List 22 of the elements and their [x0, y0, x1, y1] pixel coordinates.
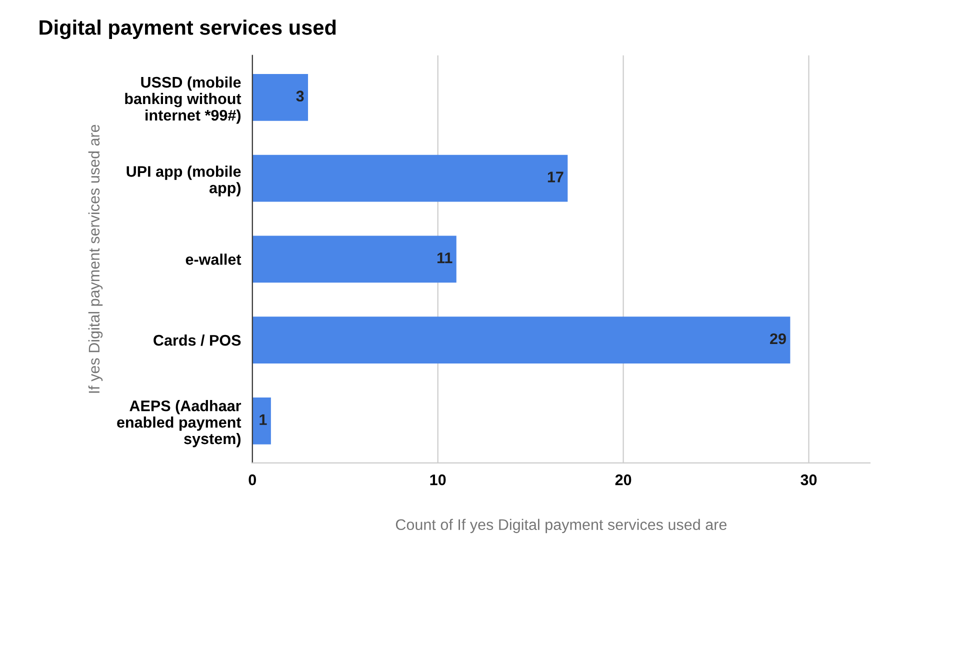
bar — [252, 154, 568, 202]
bar — [252, 316, 790, 364]
y-tick-label: AEPS (Aadhaar enabled payment system) — [117, 400, 242, 448]
data-label: 29 — [770, 333, 786, 344]
y-axis-title: If yes Digital payment services used are — [88, 124, 103, 393]
bar — [252, 236, 456, 283]
chart-title: Digital payment services used — [40, 20, 336, 40]
y-tick-label: UPI app (mobile app) — [126, 166, 241, 196]
x-tick-label: 0 — [248, 474, 256, 486]
x-tick-label: 30 — [800, 474, 817, 486]
y-tick-label: e-wallet — [186, 254, 242, 265]
data-label: 17 — [548, 172, 564, 182]
data-label: 3 — [296, 90, 304, 102]
x-tick-label: 20 — [615, 474, 632, 486]
data-label: 11 — [437, 252, 452, 264]
data-label: 1 — [260, 414, 267, 425]
x-axis-title: Count of If yes Digital payment services used are — [396, 518, 727, 534]
y-tick-label: USSD (mobile banking without internet *99#) — [125, 76, 242, 124]
x-tick-label: 10 — [430, 474, 446, 486]
bar — [252, 397, 271, 444]
bar — [252, 74, 308, 121]
y-tick-label: Cards / POS — [154, 334, 241, 346]
